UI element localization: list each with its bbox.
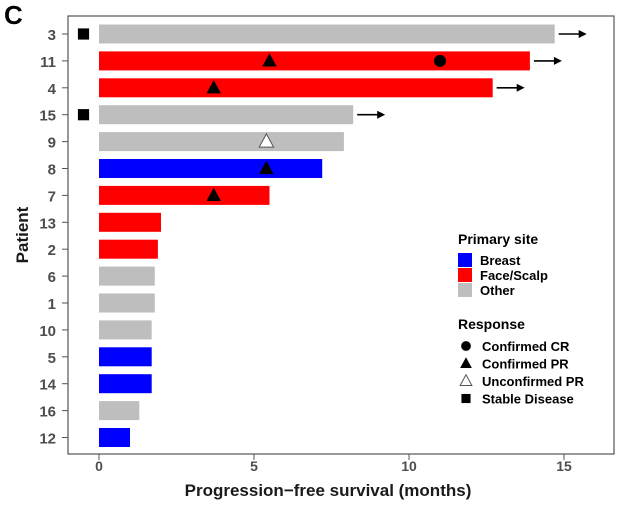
legend-response-label: Unconfirmed PR — [482, 374, 584, 389]
marker-confirmed-cr — [434, 54, 446, 67]
legend-swatch — [458, 283, 472, 297]
legend-site-label: Face/Scalp — [480, 268, 548, 283]
x-tick-label: 10 — [401, 458, 417, 474]
marker-stable-disease — [77, 28, 90, 40]
x-axis-title: Progression−free survival (months) — [185, 481, 472, 500]
y-tick-label: 15 — [39, 108, 56, 125]
x-tick-label: 15 — [556, 458, 572, 474]
y-tick-label: 2 — [48, 242, 56, 259]
y-tick-label: 9 — [48, 135, 56, 152]
legend-response-label: Stable Disease — [482, 392, 574, 407]
legend-site-title: Primary site — [458, 231, 538, 247]
bar-patient-14 — [99, 374, 152, 394]
bar-patient-15 — [99, 105, 354, 125]
y-tick-label: 3 — [48, 27, 56, 44]
x-tick-label: 5 — [250, 458, 258, 474]
y-tick-label: 8 — [48, 162, 56, 179]
y-tick-label: 11 — [40, 54, 56, 71]
bar-patient-2 — [99, 239, 158, 259]
bar-patient-9 — [99, 132, 344, 152]
legend-site-label: Breast — [480, 253, 521, 268]
panel-letter: C — [4, 0, 23, 30]
bar-patient-4 — [99, 78, 493, 98]
y-tick-label: 4 — [48, 81, 57, 98]
bar-patient-11 — [99, 51, 530, 71]
y-tick-labels: 3 11 4 15 9 8 7 13 2 6 1 10 5 14 16 12 — [39, 27, 68, 448]
ongoing-arrow-head — [516, 83, 525, 92]
y-axis-title: Patient — [13, 206, 32, 263]
y-tick-label: 16 — [39, 404, 56, 421]
y-tick-label: 6 — [48, 269, 56, 286]
marker-stable-disease — [77, 109, 90, 121]
legend-triangle-filled-icon — [460, 357, 472, 369]
bar-patient-5 — [99, 347, 152, 367]
arrows-layer — [357, 30, 587, 119]
bars-layer — [99, 24, 555, 447]
bar-patient-16 — [99, 401, 140, 421]
legend-swatch — [458, 268, 472, 282]
bar-patient-8 — [99, 159, 323, 178]
y-tick-label: 1 — [48, 296, 56, 313]
marker-unconfirmed-pr — [258, 132, 275, 148]
marker-confirmed-pr — [262, 53, 277, 67]
legend-response-label: Confirmed PR — [482, 357, 569, 372]
legend-site-label: Other — [480, 283, 515, 298]
y-tick-label: 14 — [39, 377, 56, 394]
marker-confirmed-pr — [259, 160, 274, 175]
legend-square-filled-icon — [461, 393, 471, 404]
y-tick-label: 13 — [39, 215, 56, 232]
bar-patient-1 — [99, 293, 155, 313]
bar-patient-13 — [99, 212, 161, 232]
legend-triangle-open-icon — [459, 373, 473, 387]
bar-patient-6 — [99, 266, 155, 286]
legend-response-title: Response — [458, 316, 525, 332]
markers-layer — [77, 28, 446, 201]
bar-patient-7 — [99, 185, 270, 205]
ongoing-arrow-head — [553, 56, 562, 65]
ongoing-arrow-head — [578, 30, 587, 38]
x-tick-labels: 0 5 10 15 — [95, 454, 572, 474]
legend-swatch — [458, 253, 472, 267]
legend-circle-filled-icon — [461, 341, 471, 351]
marker-confirmed-pr — [206, 187, 221, 201]
marker-confirmed-pr — [206, 80, 221, 94]
bar-patient-10 — [99, 320, 152, 340]
legend-response-label: Confirmed CR — [482, 339, 570, 354]
ongoing-arrow-head — [377, 110, 386, 119]
x-tick-label: 0 — [95, 458, 103, 474]
y-tick-label: 5 — [48, 350, 56, 367]
y-tick-label: 7 — [48, 188, 56, 205]
bar-patient-12 — [99, 428, 130, 447]
bar-patient-3 — [99, 24, 555, 44]
y-tick-label: 12 — [39, 431, 56, 448]
y-tick-label: 10 — [39, 323, 56, 340]
